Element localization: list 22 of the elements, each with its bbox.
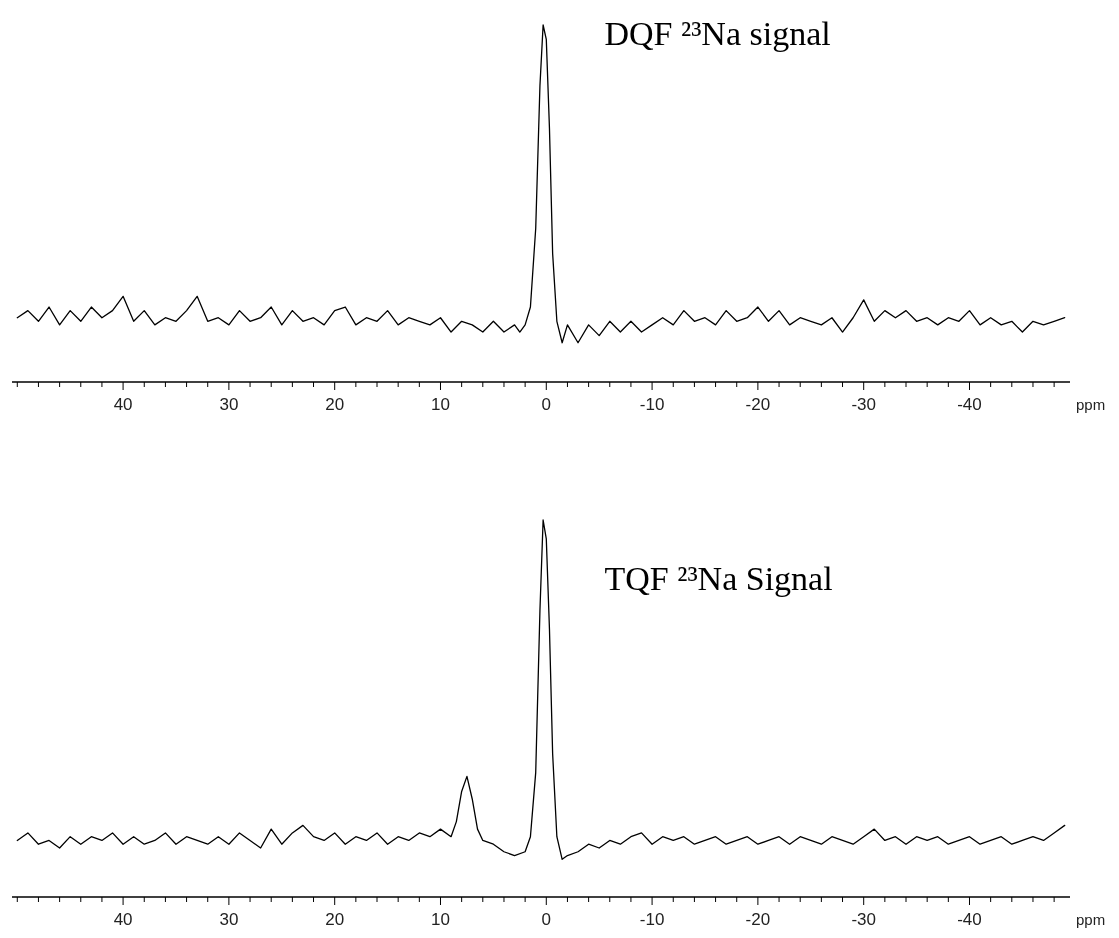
x-tick-label: -20	[745, 910, 771, 929]
x-tick-label: 30	[219, 395, 239, 414]
x-tick-label: 20	[325, 910, 345, 929]
x-tick-label: 10	[431, 395, 450, 414]
x-tick-label: -10	[639, 395, 665, 414]
x-tick-label: -40	[957, 395, 982, 414]
x-axis-title: ppm	[1076, 911, 1106, 928]
chart-title: DQF ²³Na signal	[604, 15, 831, 52]
x-tick-label: 0	[541, 395, 552, 414]
x-tick-label: 20	[325, 395, 345, 414]
x-tick-label: -30	[851, 910, 876, 929]
x-tick-label: -40	[957, 910, 982, 929]
x-tick-label: 10	[431, 910, 450, 929]
x-tick-label: 0	[541, 910, 552, 929]
x-tick-label: -30	[851, 395, 876, 414]
x-tick-label: -20	[745, 395, 771, 414]
x-tick-label: 30	[219, 910, 239, 929]
x-tick-label: 40	[113, 910, 133, 929]
text: TQF ²³Na Signal	[604, 560, 833, 597]
x-tick-label: 40	[113, 395, 133, 414]
x-axis-title: ppm	[1076, 396, 1106, 413]
x-tick-label: -10	[639, 910, 665, 929]
